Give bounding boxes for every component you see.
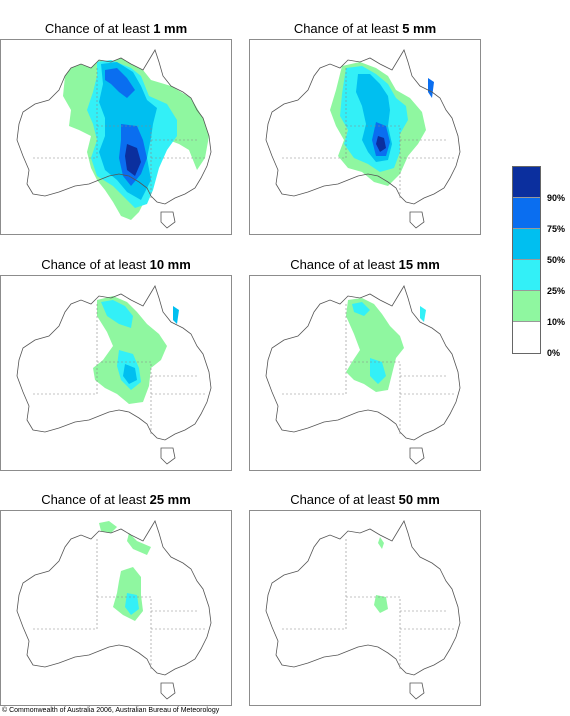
rain-area-10pct [93, 296, 167, 404]
state-borders [31, 539, 207, 671]
australia-outline [265, 520, 461, 676]
australia-outline [16, 49, 212, 205]
state-borders [31, 304, 207, 436]
australia-outline [265, 285, 461, 441]
state-borders [280, 68, 456, 200]
probability-legend [512, 166, 541, 354]
rain-area-90pct [376, 136, 386, 152]
tasmania-outline [409, 682, 425, 700]
panel-title-1mm: Chance of at least 1 mm [44, 21, 188, 36]
copyright-notice: © Commonwealth of Australia 2006, Austra… [2, 707, 220, 714]
tasmania-outline [409, 447, 425, 465]
legend-swatch-0-10 [513, 322, 540, 353]
panel-title-25mm: Chance of at least 25 mm [41, 492, 191, 507]
map-5mm [249, 39, 481, 235]
rain-area-coast [420, 306, 426, 322]
rain-area-25pct [125, 593, 139, 615]
legend-label-10: 10% [547, 317, 566, 327]
rain-area-coast [173, 306, 179, 324]
tasmania-outline [160, 211, 176, 229]
tasmania-outline [409, 211, 425, 229]
panel-title-10mm: Chance of at least 10 mm [41, 257, 191, 272]
australia-outline [265, 49, 461, 205]
map-50mm [249, 510, 481, 706]
legend-label-50: 50% [547, 255, 566, 265]
legend-label-25: 25% [547, 286, 566, 296]
legend-label-90: 90% [547, 193, 566, 203]
legend-label-75: 75% [547, 224, 566, 234]
legend-swatch-50-75 [513, 229, 540, 260]
state-borders [280, 539, 456, 671]
tasmania-outline [160, 447, 176, 465]
rain-area-10pct [374, 537, 388, 613]
tasmania-outline [160, 682, 176, 700]
panel-title-5mm: Chance of at least 5 mm [293, 21, 437, 36]
australia-outline [16, 520, 212, 676]
legend-swatch-75-90 [513, 198, 540, 229]
rain-area-50pct [123, 364, 137, 384]
map-10mm [0, 275, 232, 471]
rain-area-10pct [346, 298, 404, 392]
map-25mm [0, 510, 232, 706]
map-1mm [0, 39, 232, 235]
state-borders [31, 68, 207, 200]
rain-area-25pct [352, 302, 386, 384]
legend-label-0: 0% [547, 348, 561, 358]
australia-outline [16, 285, 212, 441]
rain-area-90pct [125, 144, 141, 176]
panel-title-50mm: Chance of at least 50 mm [290, 492, 440, 507]
legend-swatch-10-25 [513, 291, 540, 322]
legend-swatch-90-100 [513, 167, 540, 198]
panel-title-15mm: Chance of at least 15 mm [290, 257, 440, 272]
rain-area-coast [428, 78, 434, 98]
legend-swatch-25-50 [513, 260, 540, 291]
state-borders [280, 304, 456, 436]
map-15mm [249, 275, 481, 471]
rain-area-10pct [99, 521, 151, 621]
